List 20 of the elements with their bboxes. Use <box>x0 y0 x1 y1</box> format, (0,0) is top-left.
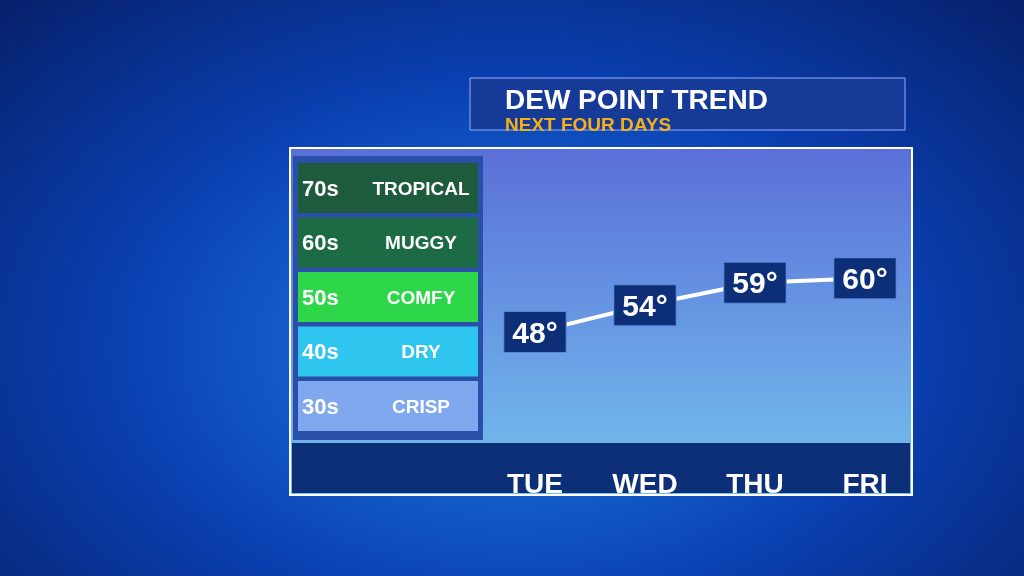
x-tick-label: WED <box>612 467 678 499</box>
text: DRY <box>401 341 442 362</box>
data-label: 48° <box>512 315 558 349</box>
data-label: 60° <box>842 261 888 295</box>
text: 40s <box>302 339 339 364</box>
text: COMFY <box>386 286 456 308</box>
chart-title: DEW POINT TREND <box>505 83 768 115</box>
text: 70s <box>302 175 339 201</box>
text: 30s <box>302 393 339 419</box>
data-label: 59° <box>732 266 778 300</box>
text: 50s <box>302 284 339 310</box>
x-tick-label: TUE <box>507 467 563 499</box>
x-tick-label: FRI <box>842 467 888 499</box>
text: MUGGY <box>385 232 458 253</box>
text: 60s <box>302 230 339 255</box>
text: CRISP <box>391 395 451 417</box>
text: TROPICAL <box>372 177 470 199</box>
data-label: 54° <box>622 288 668 322</box>
chart-subtitle: NEXT FOUR DAYS <box>505 114 672 135</box>
x-tick-label: THU <box>726 467 784 499</box>
